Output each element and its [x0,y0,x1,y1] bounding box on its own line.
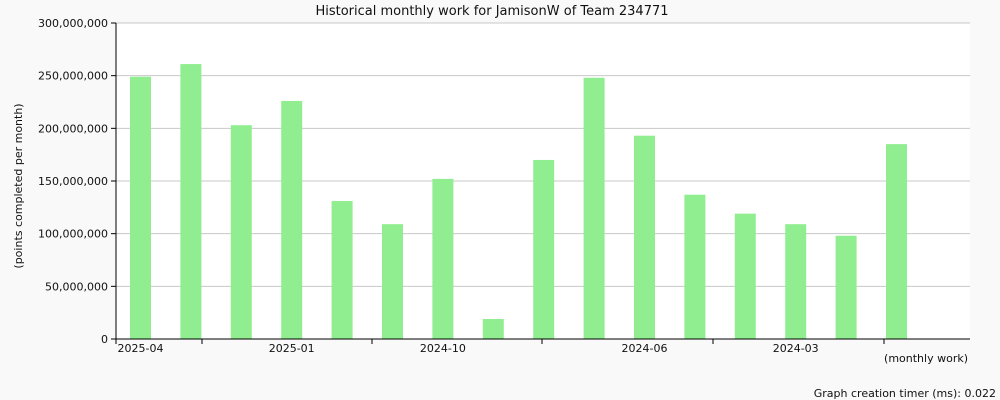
y-axis-label: (points completed per month) [12,103,25,268]
y-tick-label: 200,000,000 [38,122,108,135]
bar-2024-08 [533,159,555,339]
bar-2024-03 [785,224,807,339]
x-tick-label: 2024-10 [420,342,466,355]
x-tick-label: 2024-03 [773,342,819,355]
y-tick-label: 300,000,000 [38,17,108,30]
y-tick-label: 150,000,000 [38,175,108,188]
y-tick-label: 100,000,000 [38,228,108,241]
bar-2025-01 [281,100,303,340]
bar-2024-05 [684,194,706,339]
bar-2024-02 [835,235,857,339]
bar-2024-11 [382,224,403,339]
bar-2025-02 [230,125,252,339]
bar-2024-01 [886,144,907,339]
y-tick-label: 50,000,000 [45,280,108,293]
y-tick-label: 0 [101,333,108,346]
bar-2024-12 [331,201,353,339]
bar-2025-04 [130,76,151,339]
x-tick-label: 2025-01 [269,342,315,355]
bar-2024-04 [734,213,756,339]
x-tick-label: 2024-06 [622,342,668,355]
y-tick-label: 250,000,000 [38,70,108,83]
chart-title: Historical monthly work for JamisonW of … [315,4,668,19]
x-axis-label: (monthly work) [884,352,968,365]
bar-2024-09 [482,318,504,339]
bar-2024-07 [583,77,605,340]
x-tick-label: 2025-04 [118,342,164,355]
bar-2024-06 [634,135,655,339]
bar-2024-10 [432,178,454,339]
bar-2025-03 [180,64,202,339]
graph-timer-text: Graph creation timer (ms): 0.022 [814,387,996,400]
